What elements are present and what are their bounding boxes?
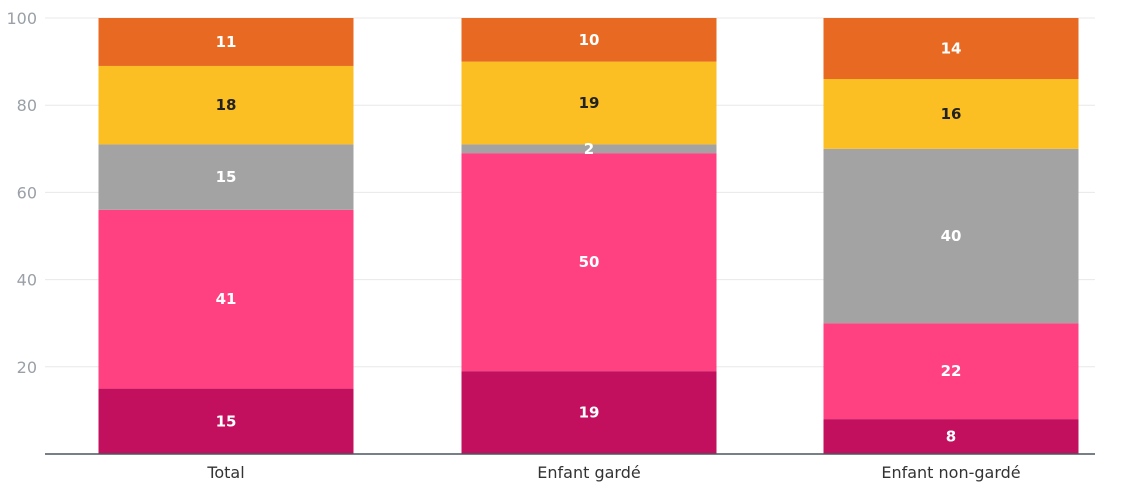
y-tick-label-80: 80 xyxy=(17,96,37,115)
y-tick-label-40: 40 xyxy=(17,271,37,290)
bar-segment-2-4 xyxy=(823,18,1079,80)
value-label-2-0: 8 xyxy=(946,428,956,446)
category-label-1: Enfant gardé xyxy=(537,463,640,482)
bars xyxy=(98,18,1079,454)
bar-segment-2-1 xyxy=(823,323,1079,420)
y-tick-label-60: 60 xyxy=(17,183,37,202)
bar-segment-1-2 xyxy=(461,144,717,154)
bar-segment-2-2 xyxy=(823,148,1079,324)
value-label-1-4: 10 xyxy=(579,31,600,49)
bar-segment-2-0 xyxy=(823,419,1079,454)
bar-segment-2-3 xyxy=(823,79,1079,149)
category-label-2: Enfant non-gardé xyxy=(881,463,1020,482)
value-label-2-3: 16 xyxy=(941,105,962,123)
y-tick-label-100: 100 xyxy=(6,9,37,28)
value-label-1-1: 50 xyxy=(579,253,600,271)
bar-segment-0-3 xyxy=(98,65,354,145)
bar-segment-1-0 xyxy=(461,371,717,454)
value-label-1-0: 19 xyxy=(579,404,600,422)
y-tick-label-20: 20 xyxy=(17,358,37,377)
value-label-0-4: 11 xyxy=(216,33,237,51)
bar-segment-0-2 xyxy=(98,144,354,210)
value-label-2-2: 40 xyxy=(941,227,962,245)
value-label-0-0: 15 xyxy=(216,412,237,430)
value-label-2-1: 22 xyxy=(941,362,962,380)
bar-segment-0-1 xyxy=(98,209,354,389)
value-label-0-2: 15 xyxy=(216,168,237,186)
value-labels: 15 41 15 18 11 19 50 2 19 10 8 22 40 16 14 xyxy=(216,31,962,446)
value-label-1-2: 2 xyxy=(584,140,594,158)
bar-segment-0-0 xyxy=(98,388,354,454)
category-label-0: Total xyxy=(206,463,244,482)
value-label-0-1: 41 xyxy=(216,290,237,308)
bar-segment-0-4 xyxy=(98,18,354,66)
x-axis-categories: Total Enfant gardé Enfant non-gardé xyxy=(206,463,1020,482)
value-label-2-4: 14 xyxy=(941,40,962,58)
bar-segment-1-1 xyxy=(461,153,717,372)
value-label-1-3: 19 xyxy=(579,94,600,112)
value-label-0-3: 18 xyxy=(216,96,237,114)
bar-segment-1-3 xyxy=(461,61,717,145)
bar-segment-1-4 xyxy=(461,18,717,62)
y-axis-ticks: 20 40 60 80 100 xyxy=(6,9,37,377)
